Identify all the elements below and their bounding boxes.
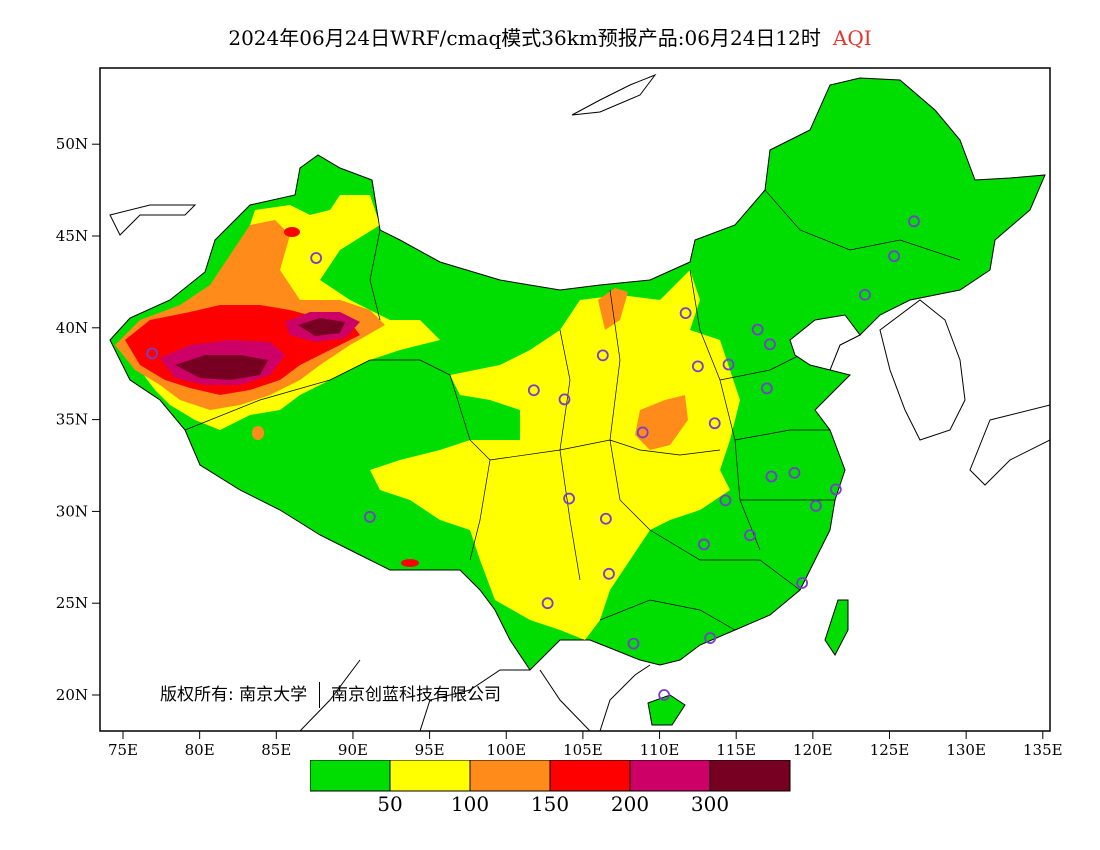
station-marker — [596, 349, 609, 362]
map-border — [99, 67, 1051, 732]
region-sensitive-central — [635, 395, 688, 450]
station-marker — [722, 358, 735, 371]
copyright-org1: 南京大学 — [239, 685, 308, 705]
region-unhealthy-south — [401, 559, 419, 567]
station-marker — [796, 577, 809, 589]
legend-swatch-moderate — [389, 760, 471, 792]
station-marker — [888, 250, 900, 263]
region-russia-lake — [571, 73, 657, 116]
station-marker — [658, 689, 671, 701]
legend-label-200: 200 — [610, 792, 650, 816]
station-marker — [764, 338, 776, 351]
station-marker — [527, 384, 540, 397]
x-tick-label: 85E — [261, 741, 291, 759]
legend-swatch-hazardous — [709, 760, 791, 792]
y-tick-label: 20N — [56, 686, 88, 704]
copyright-divider — [318, 682, 320, 708]
copyright-org2: 南京创蓝科技有限公司 — [330, 685, 501, 705]
x-tick-label: 135E — [1023, 741, 1063, 759]
region-unhealthy-spot-north — [284, 227, 300, 237]
station-marker — [859, 288, 871, 301]
station-marker — [691, 360, 704, 373]
region-moderate-central — [370, 270, 740, 640]
station-marker — [636, 426, 649, 439]
station-marker — [719, 494, 732, 507]
station-marker — [627, 637, 640, 650]
province-borders — [184, 179, 961, 631]
legend-label-50: 50 — [377, 792, 403, 816]
station-marker — [310, 252, 323, 264]
x-tick-label: 125E — [870, 741, 910, 759]
station-marker — [541, 597, 554, 610]
station-marker — [704, 632, 717, 644]
station-marker — [829, 483, 842, 496]
x-tick-label: 95E — [415, 741, 445, 759]
station-marker — [679, 307, 692, 320]
region-hainan — [647, 694, 686, 726]
y-tick-label: 40N — [56, 319, 88, 337]
legend-swatch-sensitive — [469, 760, 551, 792]
legend-label-300: 300 — [690, 792, 730, 816]
legend-label-150: 150 — [530, 792, 570, 816]
station-marker — [908, 215, 920, 228]
station-marker — [146, 347, 159, 360]
region-hazardous-west — [175, 355, 268, 380]
title-main: 2024年06月24日WRF/cmaq模式36km预报产品:06月24日12时 — [228, 26, 821, 50]
x-tick-label: 90E — [338, 741, 368, 759]
station-marker — [708, 417, 721, 430]
aqi-legend — [310, 760, 791, 792]
station-marker — [563, 492, 576, 505]
y-axis: 20N 25N 30N 35N 40N 45N 50N — [56, 135, 100, 704]
station-marker — [760, 382, 773, 395]
region-japan — [969, 404, 1050, 486]
y-tick-label: 35N — [56, 411, 88, 429]
legend-label-100: 100 — [450, 792, 490, 816]
station-marker — [765, 470, 778, 483]
map-title: 2024年06月24日WRF/cmaq模式36km预报产品:06月24日12时 A… — [0, 22, 1100, 51]
x-tick-label: 120E — [793, 741, 833, 759]
legend-swatch-good — [310, 760, 391, 792]
y-tick-label: 50N — [56, 135, 88, 153]
station-marker — [599, 512, 612, 525]
station-markers — [146, 215, 920, 701]
x-tick-label: 115E — [716, 741, 756, 759]
station-marker — [788, 466, 801, 479]
coast-bohai — [789, 314, 861, 371]
region-kazakhstan-edge — [109, 204, 197, 236]
region-taiwan — [824, 599, 849, 656]
y-tick-label: 25N — [56, 594, 88, 612]
x-tick-label: 105E — [563, 741, 603, 759]
x-axis: 75E 80E 85E 90E 95E 100E 105E 110E 115E 120E 125E 1… — [108, 731, 1063, 759]
legend-swatch-very-unhealthy — [629, 760, 711, 792]
copyright-prefix: 版权所有: — [160, 685, 234, 705]
legend-swatch-unhealthy — [549, 760, 631, 792]
y-tick-label: 30N — [56, 502, 88, 520]
title-variable: AQI — [832, 26, 872, 50]
x-tick-label: 75E — [108, 741, 138, 759]
region-southeast-asia — [299, 659, 651, 731]
region-korea — [879, 299, 966, 441]
x-tick-label: 100E — [486, 741, 526, 759]
station-marker — [558, 393, 571, 406]
x-tick-label: 130E — [946, 741, 986, 759]
station-marker — [603, 567, 615, 580]
station-marker — [810, 499, 822, 512]
station-marker — [698, 538, 710, 551]
station-marker — [363, 511, 376, 523]
x-tick-label: 110E — [640, 741, 680, 759]
x-tick-label: 80E — [185, 741, 215, 759]
region-hazardous-north — [298, 318, 345, 336]
station-marker — [744, 529, 756, 542]
copyright-notice: 版权所有: 南京大学 南京创蓝科技有限公司 — [160, 680, 501, 708]
y-tick-label: 45N — [56, 227, 88, 245]
region-sensitive-spot-west — [252, 426, 264, 440]
station-marker — [751, 323, 764, 336]
